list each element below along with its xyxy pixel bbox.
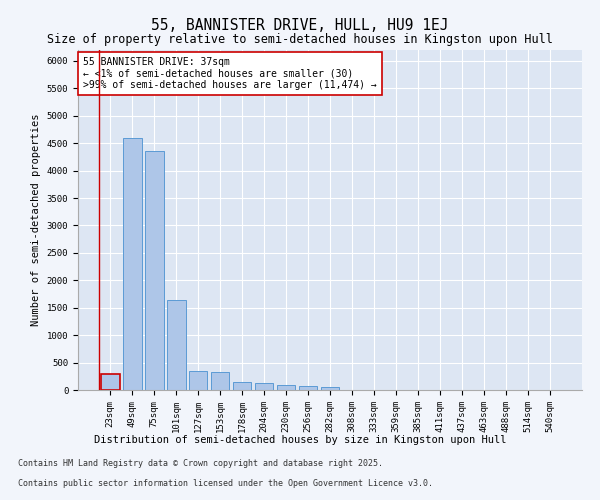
Text: 55, BANNISTER DRIVE, HULL, HU9 1EJ: 55, BANNISTER DRIVE, HULL, HU9 1EJ — [151, 18, 449, 32]
Bar — [101, 374, 119, 390]
Bar — [320, 386, 340, 390]
Bar — [167, 300, 185, 390]
Bar — [189, 372, 208, 390]
Y-axis label: Number of semi-detached properties: Number of semi-detached properties — [31, 114, 41, 326]
Bar — [255, 383, 274, 390]
Text: Size of property relative to semi-detached houses in Kingston upon Hull: Size of property relative to semi-detach… — [47, 32, 553, 46]
Bar — [123, 138, 142, 390]
Text: Contains public sector information licensed under the Open Government Licence v3: Contains public sector information licen… — [18, 478, 433, 488]
Bar — [145, 152, 164, 390]
Bar — [277, 385, 295, 390]
Text: 55 BANNISTER DRIVE: 37sqm
← <1% of semi-detached houses are smaller (30)
>99% of: 55 BANNISTER DRIVE: 37sqm ← <1% of semi-… — [83, 57, 377, 90]
Text: Distribution of semi-detached houses by size in Kingston upon Hull: Distribution of semi-detached houses by … — [94, 435, 506, 445]
Bar — [211, 372, 229, 390]
Bar — [233, 382, 251, 390]
Text: Contains HM Land Registry data © Crown copyright and database right 2025.: Contains HM Land Registry data © Crown c… — [18, 458, 383, 468]
Bar — [299, 386, 317, 390]
